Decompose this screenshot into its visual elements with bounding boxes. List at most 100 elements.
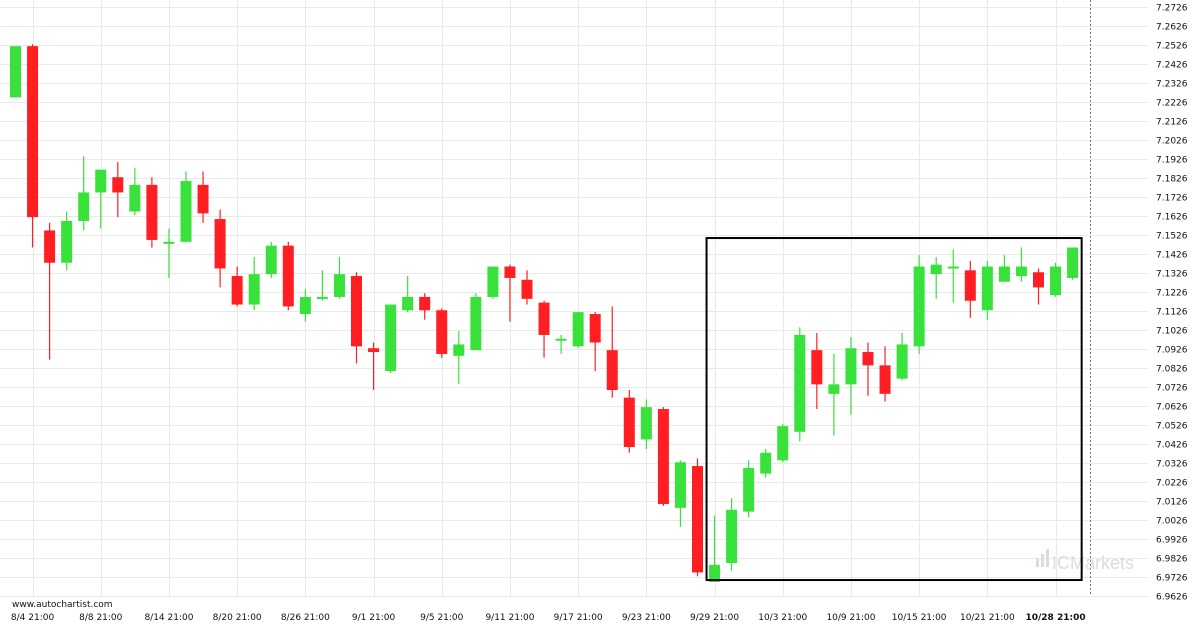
candle (1033, 268, 1044, 305)
x-tick-label: 8/26 21:00 (281, 613, 330, 623)
candle-body (231, 276, 243, 305)
x-tick-label: 10/28 21:00 (1025, 613, 1085, 623)
candle-body (44, 230, 56, 263)
candle-body (589, 314, 601, 343)
candle (657, 407, 669, 506)
candle (470, 293, 482, 351)
y-tick-label: 7.0526 (1156, 422, 1188, 432)
candle (794, 327, 806, 442)
candle-body (606, 350, 618, 391)
candle (78, 156, 90, 231)
y-tick-label: 6.9626 (1156, 593, 1188, 603)
y-tick-label: 7.1826 (1156, 175, 1188, 185)
candle-body (351, 276, 362, 347)
candle-body (930, 264, 942, 275)
y-tick-label: 7.0326 (1156, 460, 1188, 470)
candle-body (197, 184, 209, 214)
y-tick-label: 7.0826 (1156, 365, 1188, 375)
x-axis: 8/4 21:00 8/8 21:00 8/14 21:00 8/20 21:00 8/… (11, 613, 1086, 623)
candles (10, 44, 1079, 582)
candle (197, 171, 209, 223)
candle (95, 169, 107, 229)
y-tick-label: 7.1926 (1156, 156, 1188, 166)
candle-body (913, 266, 925, 347)
candle (913, 255, 925, 354)
candle (623, 390, 635, 453)
candle-body (640, 407, 652, 440)
candle (538, 300, 550, 358)
candle-body (163, 241, 175, 244)
candle (930, 257, 942, 299)
x-tick-label: 10/9 21:00 (826, 613, 875, 623)
candle (845, 336, 857, 415)
candle (998, 255, 1010, 282)
candle-body (794, 334, 806, 432)
candle (351, 272, 362, 364)
candle-body (214, 219, 226, 269)
candle-body (453, 344, 465, 356)
candle (129, 167, 141, 216)
candle-body (299, 296, 311, 315)
candle-body (777, 426, 789, 461)
candle (112, 162, 124, 218)
candle-body (726, 509, 738, 563)
candle (674, 460, 686, 527)
x-tick-label: 10/3 21:00 (758, 613, 807, 623)
y-tick-label: 7.0026 (1156, 517, 1188, 527)
x-tick-label: 8/14 21:00 (144, 613, 193, 623)
y-tick-label: 7.2726 (1156, 4, 1188, 14)
y-tick-label: 7.2026 (1156, 137, 1188, 147)
icmarkets-logo-icon (1036, 549, 1049, 567)
candle (811, 333, 823, 410)
candle-body (538, 302, 550, 335)
candle (44, 222, 56, 360)
candle-body (419, 296, 431, 311)
y-tick-label: 7.2226 (1156, 99, 1188, 109)
y-tick-label: 6.9926 (1156, 536, 1188, 546)
candle (1067, 247, 1079, 280)
candle (777, 424, 789, 463)
y-tick-label: 7.2126 (1156, 118, 1188, 128)
candle-body (862, 352, 874, 366)
candle-body (10, 46, 21, 98)
candle (333, 257, 345, 299)
candle-body (555, 338, 567, 341)
candle-body (572, 312, 584, 347)
candle (760, 448, 772, 478)
candle-body (743, 467, 755, 512)
candle-body (947, 266, 959, 269)
candle (385, 304, 397, 373)
candle (436, 308, 448, 358)
y-tick-label: 7.0126 (1156, 498, 1188, 508)
candle-body (385, 304, 397, 372)
candle-body (402, 296, 414, 311)
candle-body (78, 192, 90, 221)
candle (964, 260, 976, 318)
candle (572, 312, 584, 349)
candle (862, 342, 874, 396)
y-tick-label: 7.1126 (1156, 308, 1188, 318)
candle-body (27, 46, 39, 218)
y-tick-label: 7.2626 (1156, 23, 1188, 33)
candle-body (368, 348, 380, 353)
y-tick-label: 7.2426 (1156, 61, 1188, 71)
candle (265, 241, 277, 278)
source-label: www.autochartist.com (12, 600, 113, 610)
y-tick-label: 7.1526 (1156, 232, 1188, 242)
candle (282, 241, 294, 311)
candle (1015, 247, 1027, 282)
y-tick-label: 7.1426 (1156, 251, 1188, 261)
candle (504, 264, 516, 322)
candle-body (879, 365, 891, 394)
x-tick-label: 8/8 21:00 (79, 613, 123, 623)
candle-body (129, 184, 141, 212)
candle-body (521, 279, 533, 299)
candle (146, 177, 158, 248)
highlight-box (705, 237, 1083, 582)
y-tick-label: 7.0726 (1156, 384, 1188, 394)
candle (726, 498, 738, 571)
candle-body (1033, 272, 1044, 288)
candle-body (1067, 247, 1079, 278)
candle-body (333, 274, 345, 297)
y-tick-label: 7.2526 (1156, 42, 1188, 52)
